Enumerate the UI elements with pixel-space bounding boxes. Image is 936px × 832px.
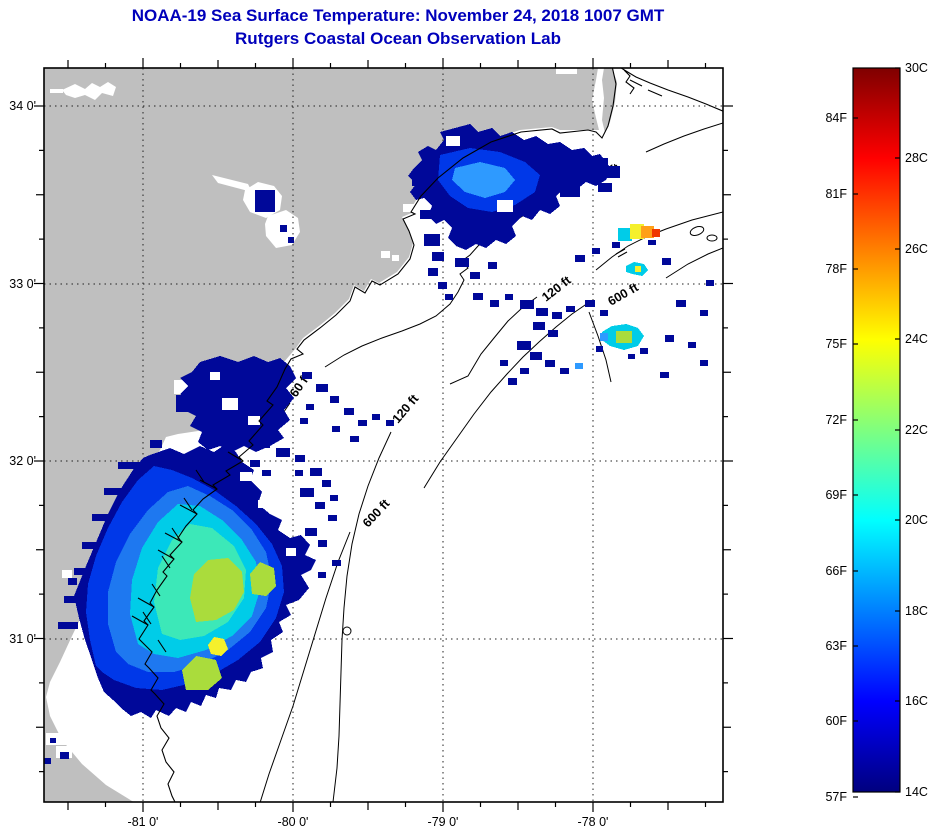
figure-subtitle: Rutgers Coastal Ocean Observation Lab — [235, 29, 561, 48]
eddy-yellow — [630, 224, 644, 239]
cbar-label-14c: 14C — [905, 785, 928, 799]
latitude-tick-labels: 34 0' 33 0' 32 0' 31 0' — [9, 99, 36, 646]
cbar-label-60f: 60F — [825, 714, 847, 728]
sst-cyan-fleck — [575, 262, 648, 369]
sst-georgia-bight-blob — [74, 444, 316, 718]
cbar-label-30c: 30C — [905, 61, 928, 75]
lon-label-81: -81 0' — [128, 815, 159, 829]
land-mask — [44, 68, 617, 802]
lon-label-80: -80 0' — [278, 815, 309, 829]
colorbar-fahrenheit-labels: 84F 81F 78F 75F 72F 69F 66F 63F 60F 57F — [825, 111, 847, 804]
lat-label-33: 33 0' — [9, 277, 36, 291]
colorbar-ticks — [853, 67, 900, 798]
contour-600ft — [259, 247, 723, 802]
colorbar: 84F 81F 78F 75F 72F 69F 66F 63F 60F 57F … — [825, 61, 927, 804]
lon-label-78: -78 0' — [578, 815, 609, 829]
cbar-label-81f: 81F — [825, 187, 847, 201]
patch-lightblue — [600, 333, 608, 341]
coastline-nc-barrier — [615, 68, 723, 258]
lat-label-31: 31 0' — [9, 632, 36, 646]
sst-warm-eddy — [618, 224, 660, 241]
gbight-yellow-spot — [208, 637, 228, 656]
axes-frame — [43, 67, 724, 803]
coastline-main — [138, 68, 617, 802]
cbar-label-26c: 26C — [905, 242, 928, 256]
shoal-contour-ring — [342, 626, 352, 636]
offshore-contour-loop — [689, 226, 705, 236]
colorbar-gradient — [852, 67, 901, 793]
gbight-yellowgreen — [182, 558, 276, 690]
sst-data-field — [58, 124, 714, 718]
cbar-label-57f: 57F — [825, 790, 847, 804]
lat-label-34: 34 0' — [9, 99, 36, 113]
mainland — [44, 68, 599, 802]
coastline-linework — [131, 68, 723, 802]
offshore-contour-loop-2 — [706, 234, 718, 242]
cbar-label-72f: 72F — [825, 413, 847, 427]
longitude-tick-labels: -81 0' -80 0' -79 0' -78 0' — [128, 815, 609, 829]
cbar-label-63f: 63F — [825, 639, 847, 653]
sst-warm-patch-small — [600, 324, 644, 350]
inland-lakes — [44, 68, 577, 764]
cbar-label-18c: 18C — [905, 604, 928, 618]
fleck-lightblue — [575, 363, 583, 369]
plume-lightblue-core — [452, 162, 515, 198]
cbar-label-78f: 78F — [825, 262, 847, 276]
colorbar-celsius-labels: 30C 28C 26C 24C 22C 20C 18C 16C 14C — [905, 61, 928, 799]
axis-ticks — [34, 58, 733, 812]
cbar-label-24c: 24C — [905, 332, 928, 346]
lat-label-32: 32 0' — [9, 454, 36, 468]
eddy-red — [652, 229, 660, 237]
cbar-label-66f: 66F — [825, 564, 847, 578]
cape-fear-spit — [602, 68, 617, 133]
cbar-label-20c: 20C — [905, 513, 928, 527]
cbar-label-84f: 84F — [825, 111, 847, 125]
coastline-marsh-inlets — [131, 451, 244, 653]
cbar-label-28c: 28C — [905, 151, 928, 165]
sst-plume-cape-fear — [408, 124, 612, 250]
map-plot-area: 60 ft 120 ft 600 ft 60 ft 120 ft 600 ft — [44, 68, 723, 802]
cbar-label-75f: 75F — [825, 337, 847, 351]
eddy-orange — [641, 226, 654, 238]
cbar-label-22c: 22C — [905, 423, 928, 437]
patch-yellowgreen — [616, 331, 632, 343]
fleck-yellow — [635, 266, 641, 272]
figure-title: NOAA-19 Sea Surface Temperature: Novembe… — [132, 6, 665, 25]
eddy-cyan — [618, 228, 632, 241]
cbar-label-69f: 69F — [825, 488, 847, 502]
cbar-label-16c: 16C — [905, 694, 928, 708]
lon-label-79: -79 0' — [428, 815, 459, 829]
